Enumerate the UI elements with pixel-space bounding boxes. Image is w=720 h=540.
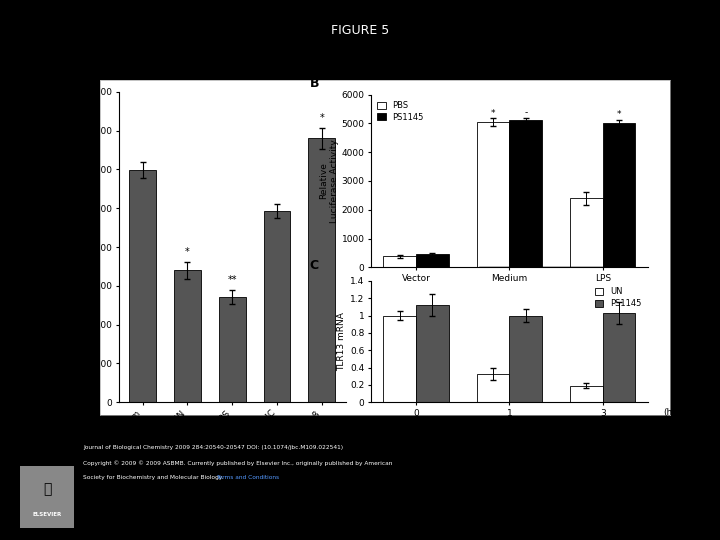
Text: Journal of Biological Chemistry 2009 284:20540-20547 DOI: (10.1074/jbc.M109.0225: Journal of Biological Chemistry 2009 284… [83, 446, 343, 450]
Text: 🌳: 🌳 [43, 483, 51, 497]
Bar [383, 256, 416, 267]
Text: C: C [310, 259, 319, 272]
Text: promoter/TLR13: promoter/TLR13 [520, 283, 593, 292]
Bar [264, 211, 290, 402]
Bar [477, 122, 510, 267]
Bar [477, 374, 510, 402]
Bar [603, 313, 635, 402]
Text: FIGURE 5: FIGURE 5 [331, 24, 389, 37]
Y-axis label: Relative Luciferase Activity: Relative Luciferase Activity [76, 181, 86, 313]
Bar [416, 305, 449, 402]
Text: A: A [73, 79, 83, 92]
Text: Society for Biochemistry and Molecular Biology.: Society for Biochemistry and Molecular B… [83, 475, 223, 480]
Text: LPS: LPS [501, 432, 518, 441]
Bar [603, 123, 635, 267]
Bar [383, 315, 416, 402]
Text: B: B [310, 77, 319, 90]
Bar [308, 138, 336, 402]
Text: -: - [524, 108, 527, 117]
Text: *: * [320, 113, 324, 123]
Text: Copyright © 2009 © 2009 ASBMB. Currently published by Elsevier Inc., originally : Copyright © 2009 © 2009 ASBMB. Currently… [83, 460, 392, 465]
Text: Terms and Conditions: Terms and Conditions [216, 475, 279, 480]
Legend: PBS, PS1145: PBS, PS1145 [375, 99, 426, 124]
Legend: UN, PS1145: UN, PS1145 [593, 285, 644, 310]
Text: **: ** [228, 275, 237, 285]
Bar [416, 254, 449, 267]
Text: *: * [185, 247, 190, 257]
Text: *: * [491, 109, 495, 118]
Bar [570, 198, 603, 267]
Bar [570, 386, 603, 402]
Bar [219, 297, 246, 402]
Bar [129, 170, 156, 402]
Bar [174, 271, 201, 402]
Bar [510, 120, 542, 267]
Y-axis label: Relative
Luciferase Activity: Relative Luciferase Activity [320, 139, 339, 223]
Text: ELSEVIER: ELSEVIER [32, 512, 62, 517]
Text: *: * [617, 110, 621, 119]
Y-axis label: TLR13 mRNA: TLR13 mRNA [337, 312, 346, 371]
Text: (hr): (hr) [663, 408, 680, 417]
Bar [510, 315, 542, 402]
